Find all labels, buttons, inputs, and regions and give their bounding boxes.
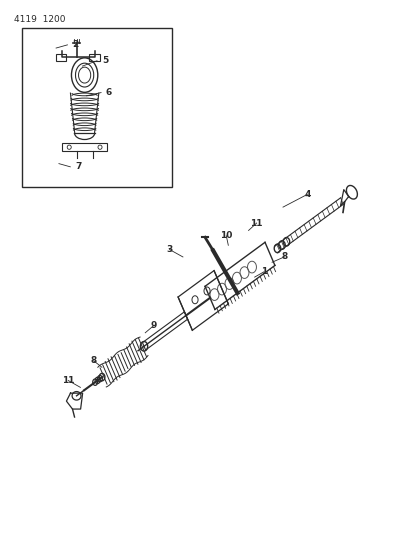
- Text: 5: 5: [102, 56, 108, 65]
- Text: 4119  1200: 4119 1200: [13, 14, 65, 23]
- Text: 4: 4: [304, 190, 310, 199]
- Text: 2: 2: [72, 41, 79, 50]
- Bar: [62, 143, 107, 151]
- Text: 1: 1: [261, 268, 267, 276]
- Bar: [22, 28, 172, 187]
- Text: 11: 11: [251, 219, 263, 228]
- Text: 7: 7: [75, 163, 82, 171]
- Text: 11: 11: [62, 376, 75, 385]
- Text: 10: 10: [220, 231, 233, 240]
- Bar: [56, 54, 67, 61]
- Text: 8: 8: [281, 253, 287, 262]
- Text: 9: 9: [150, 321, 157, 330]
- Text: 3: 3: [166, 245, 173, 254]
- Text: 6: 6: [106, 88, 112, 97]
- Bar: [89, 54, 100, 61]
- Text: 8: 8: [91, 357, 97, 366]
